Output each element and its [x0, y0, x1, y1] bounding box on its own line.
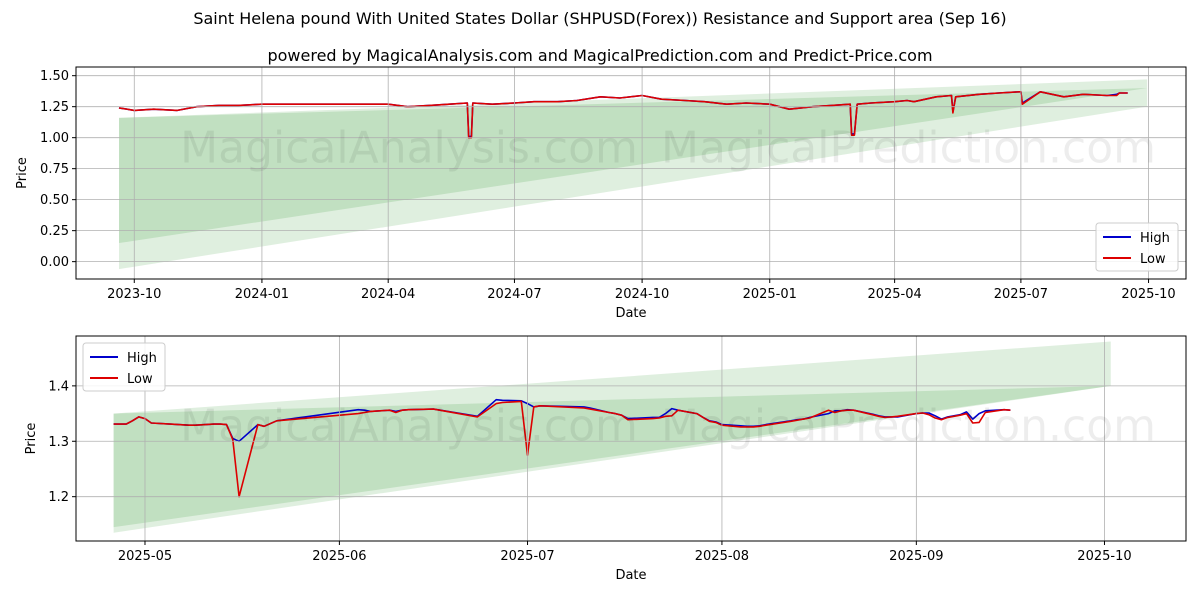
- x-tick-label: 2024-01: [235, 287, 289, 302]
- x-tick-label: 2025-08: [695, 549, 749, 564]
- x-tick-label: 2024-04: [361, 287, 415, 302]
- series-line-low: [118, 91, 1128, 139]
- x-axis-label: Date: [615, 306, 646, 321]
- chart-subtitle: powered by MagicalAnalysis.com and Magic…: [267, 46, 933, 65]
- legend-label-low: Low: [127, 372, 153, 387]
- legend: High Low: [82, 342, 166, 392]
- y-tick-label: 0.00: [40, 255, 69, 270]
- x-tick-label: 2025-09: [889, 549, 943, 564]
- y-axis-label: Price: [24, 423, 39, 455]
- x-tick-label: 2023-10: [107, 287, 161, 302]
- legend: High Low: [1095, 222, 1179, 272]
- x-tick-label: 2025-10: [1077, 549, 1131, 564]
- plot-area: [118, 79, 1148, 270]
- y-tick-label: 0.75: [40, 162, 69, 177]
- legend-label-low: Low: [1140, 252, 1166, 267]
- chart-title: Saint Helena pound With United States Do…: [193, 9, 1007, 28]
- y-tick-label: 1.25: [40, 100, 69, 115]
- x-tick-label: 2025-10: [1121, 287, 1175, 302]
- plot-area: [113, 341, 1111, 533]
- chart-panel-2: MagicalAnalysis.com MagicalPrediction.com…: [24, 335, 1187, 583]
- y-tick-label: 1.2: [48, 490, 69, 505]
- watermark-text: MagicalAnalysis.com: [180, 401, 638, 452]
- x-tick-label: 2025-04: [867, 287, 921, 302]
- x-axis-label: Date: [615, 568, 646, 583]
- x-tick-label: 2025-01: [743, 287, 797, 302]
- y-axis-label: Price: [15, 157, 30, 189]
- resistance-support-band-inner: [119, 88, 1148, 244]
- x-tick-label: 2024-07: [487, 287, 541, 302]
- y-tick-label: 0.50: [40, 193, 69, 208]
- y-tick-label: 1.3: [48, 435, 69, 450]
- watermark-text: MagicalPrediction.com: [661, 122, 1156, 173]
- x-tick-label: 2025-07: [500, 549, 554, 564]
- x-tick-label: 2025-06: [312, 549, 366, 564]
- plot-frame: [75, 66, 1187, 280]
- resistance-support-band-inner: [113, 385, 1111, 528]
- legend-label-high: High: [127, 351, 157, 366]
- plot-frame: [75, 335, 1187, 542]
- x-tick-label: 2025-07: [994, 287, 1048, 302]
- y-tick-label: 1.00: [40, 131, 69, 146]
- chart-panel-1: MagicalAnalysis.com MagicalPrediction.com…: [15, 66, 1187, 321]
- x-tick-label: 2024-10: [615, 287, 669, 302]
- watermark-text: MagicalAnalysis.com: [180, 122, 638, 173]
- legend-label-high: High: [1140, 231, 1170, 246]
- y-tick-label: 1.4: [48, 379, 69, 394]
- x-tick-label: 2025-05: [118, 549, 172, 564]
- y-tick-label: 1.50: [40, 69, 69, 84]
- series-line-low: [113, 400, 1011, 498]
- watermark-text: MagicalPrediction.com: [661, 401, 1156, 452]
- y-tick-label: 0.25: [40, 224, 69, 239]
